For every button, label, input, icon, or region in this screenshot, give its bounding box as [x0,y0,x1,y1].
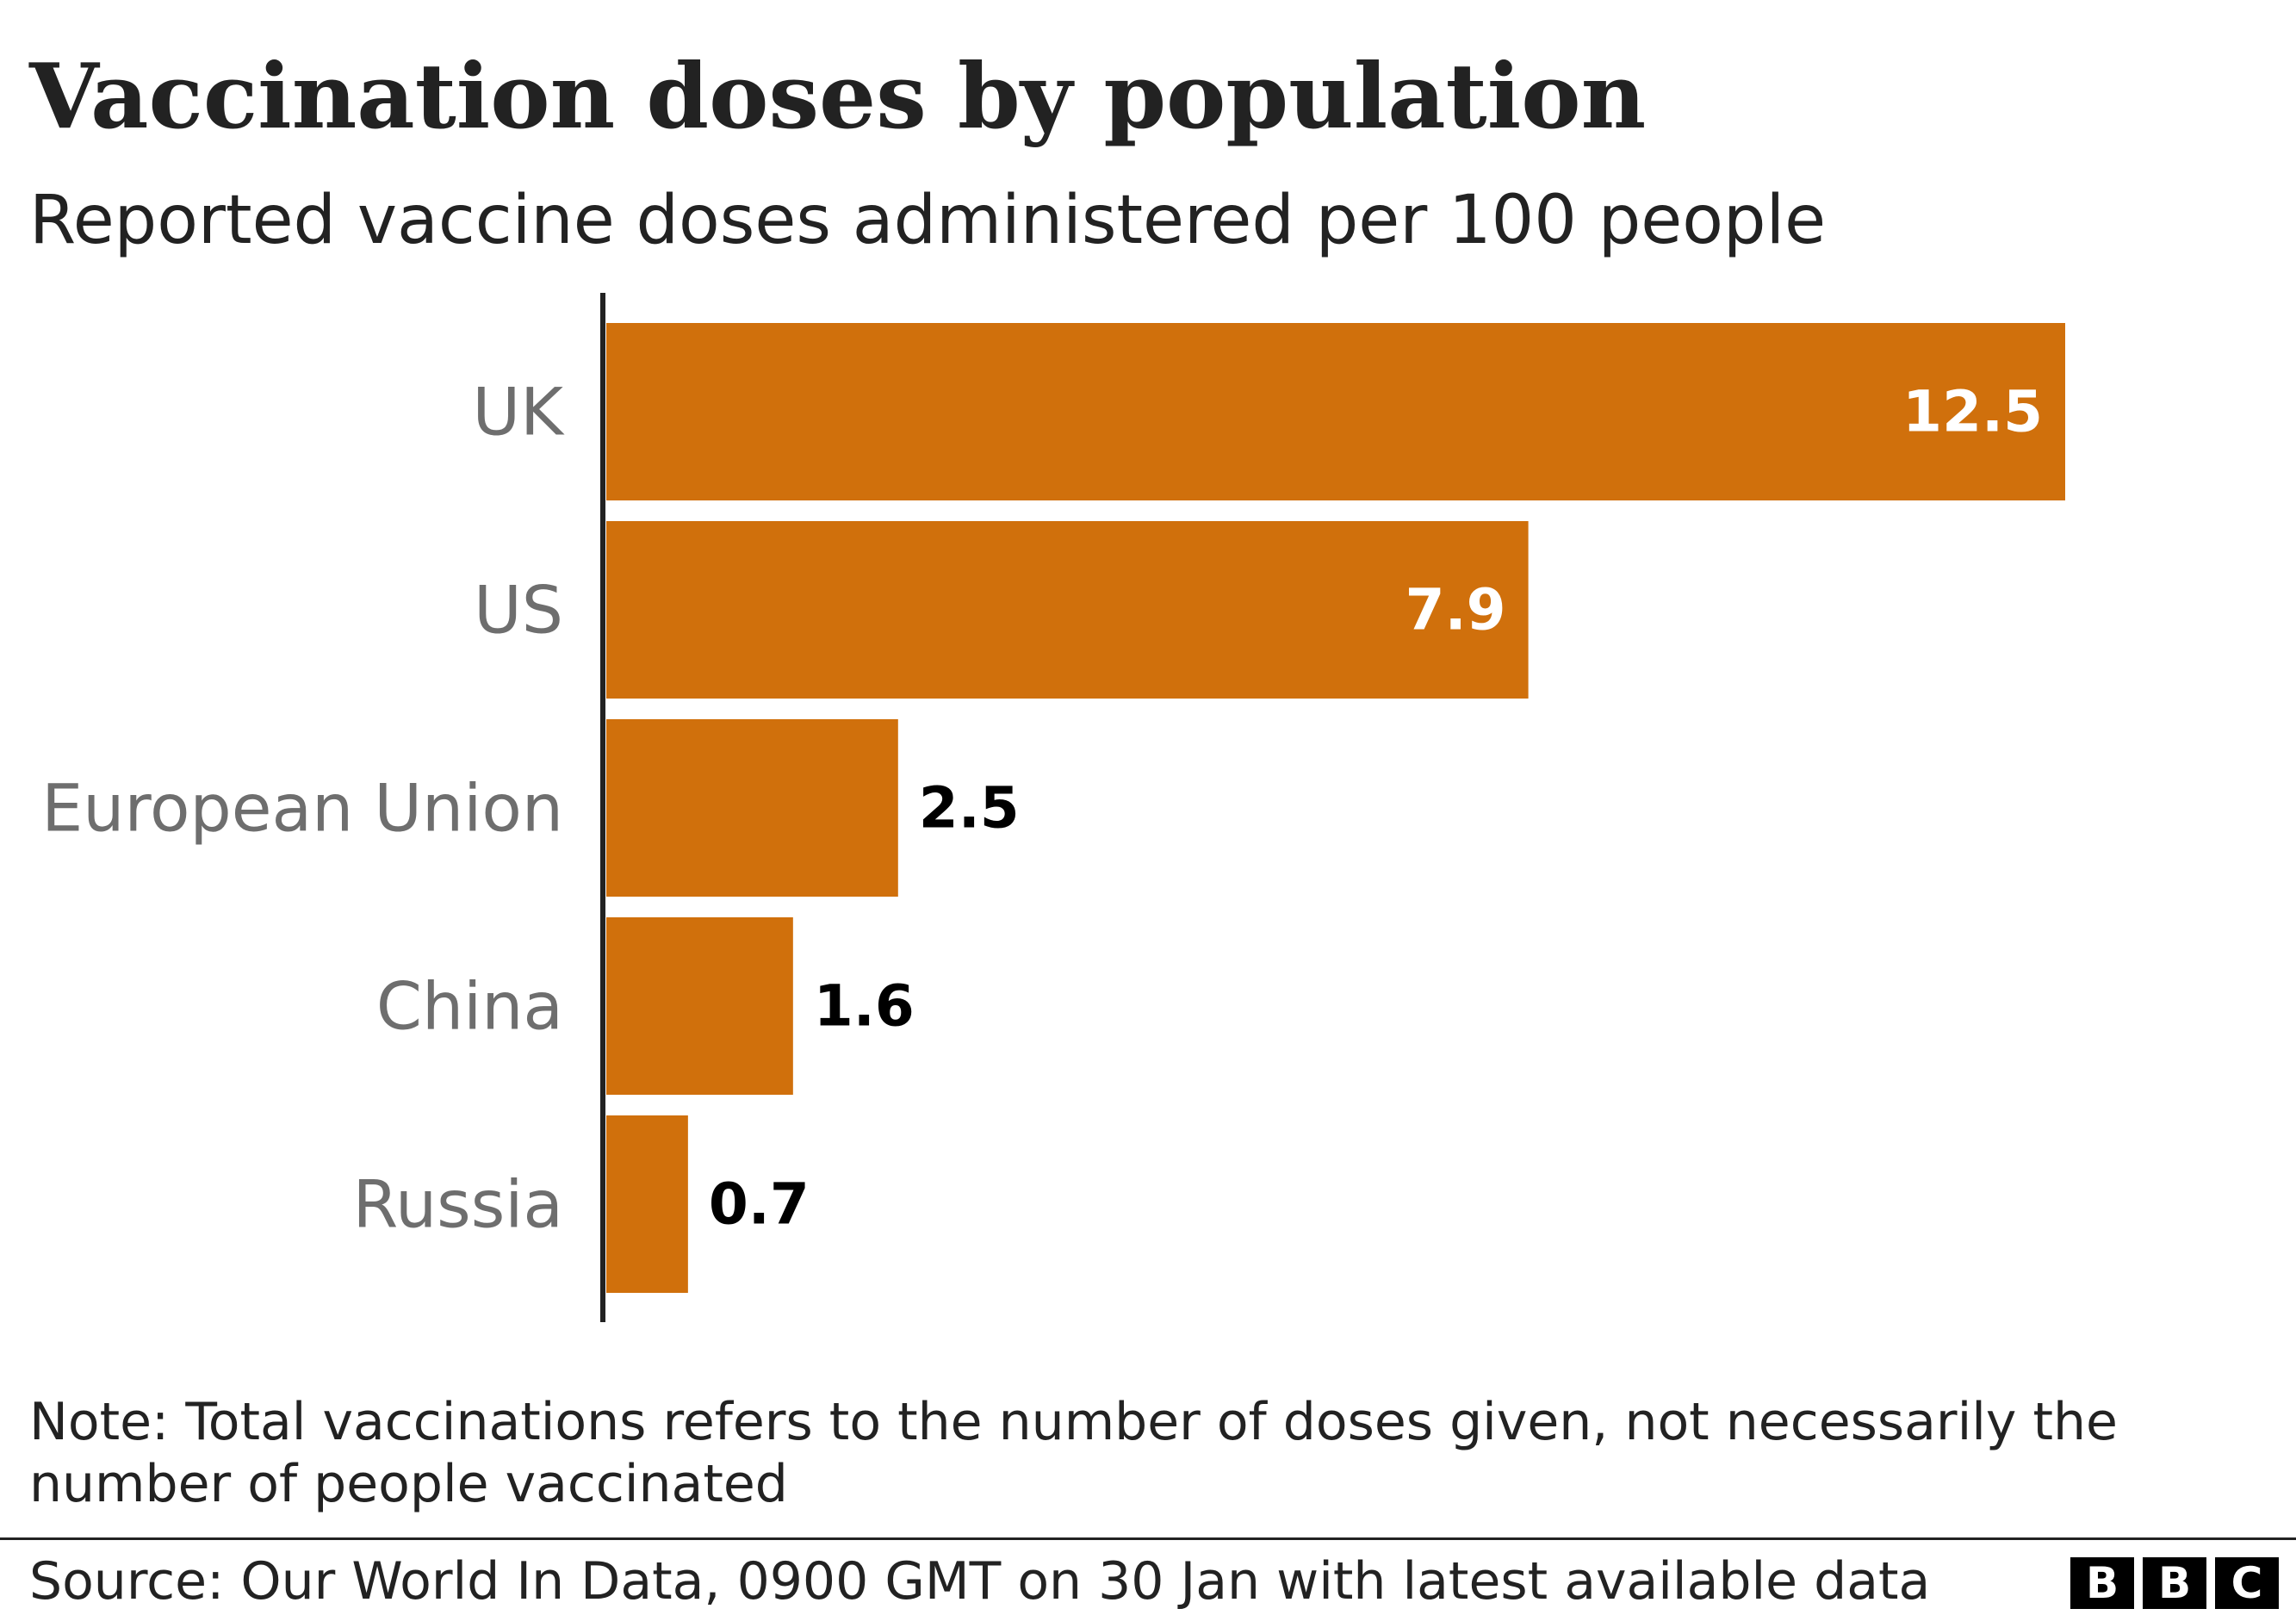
bar-china [606,917,793,1095]
value-label: 1.6 [814,973,915,1040]
bar-us [606,521,1529,699]
logo-letter-c: C [2215,1557,2279,1609]
bar-european-union [606,719,898,897]
logo-letter-b2: B [2143,1557,2206,1609]
logo-letter-b1: B [2070,1557,2134,1609]
value-label: 0.7 [709,1171,810,1238]
chart-title: Vaccination doses by population [29,43,1647,149]
chart-subtitle: Reported vaccine doses administered per … [29,182,1827,259]
category-label: China [376,968,563,1045]
bar-chart: UK 12.5 US 7.9 European Union 2.5 China 1.6 Russ… [41,293,2065,1322]
bars-layer: UK 12.5 US 7.9 European Union 2.5 China 1.6 Russ… [41,323,2065,1293]
category-label: US [474,572,563,649]
bar-russia [606,1115,688,1293]
value-label: 7.9 [1406,577,1506,643]
chart-source: Source: Our World In Data, 0900 GMT on 3… [29,1551,1931,1612]
category-label: European Union [41,770,563,847]
value-label: 12.5 [1902,379,2043,445]
bar-uk [606,323,2065,500]
category-label: UK [473,374,566,450]
bbc-logo: B B C [2070,1557,2279,1609]
chart-note: Note: Total vaccinations refers to the n… [29,1392,2118,1514]
footer-divider [0,1537,2296,1540]
value-label: 2.5 [919,775,1020,842]
category-label: Russia [353,1166,563,1243]
